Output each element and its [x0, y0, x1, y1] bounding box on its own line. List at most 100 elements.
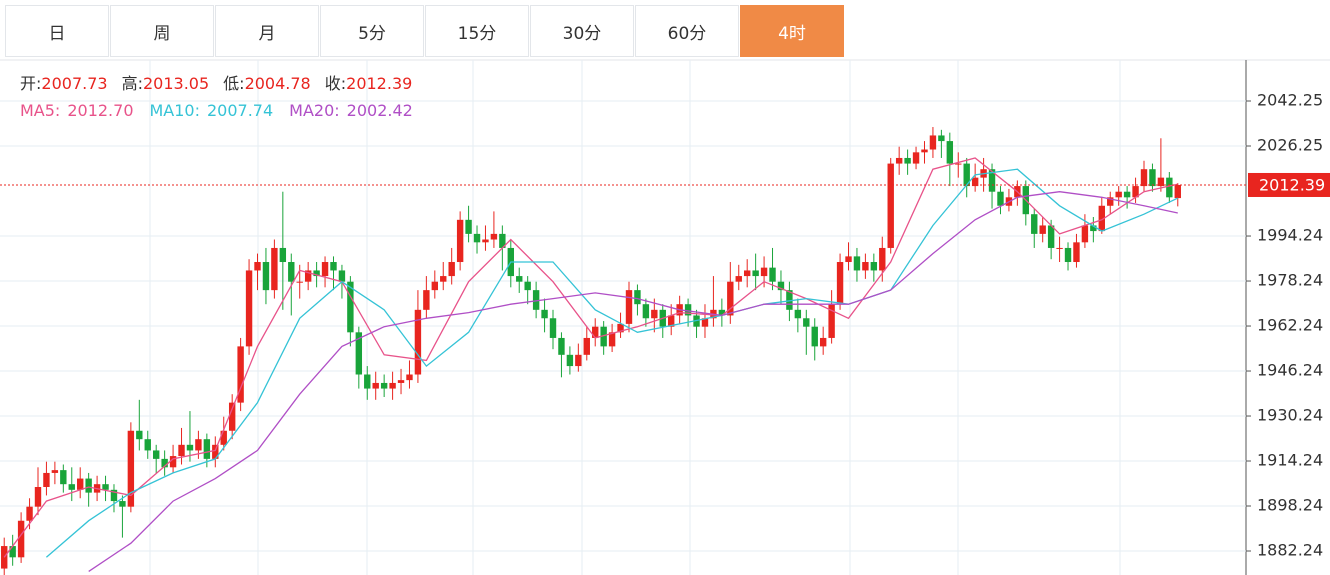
candle-body: [279, 247, 287, 263]
candle-body: [988, 169, 996, 192]
candle-body: [532, 290, 540, 310]
tab[interactable]: 15分: [425, 5, 529, 57]
candle-body: [51, 470, 59, 473]
candle-body: [625, 290, 633, 324]
candle-body: [136, 430, 143, 440]
candle-body: [34, 487, 42, 507]
candle-body: [1157, 177, 1165, 187]
candle-body: [642, 304, 650, 319]
last-price-label: 2012.39: [1259, 175, 1325, 194]
legend-value: 2012.70: [67, 101, 133, 120]
candle-body: [921, 149, 928, 153]
candle-body: [1090, 225, 1097, 232]
candle-body: [938, 135, 945, 142]
ma-line: [3, 157, 1178, 558]
v-grid: [149, 60, 1121, 575]
candle-body: [566, 354, 574, 367]
tab[interactable]: 日: [5, 5, 109, 57]
candle-body: [119, 501, 126, 507]
candle-body: [456, 219, 464, 263]
info-label: 开:: [20, 74, 41, 93]
info-value: 2007.73: [41, 74, 107, 93]
last-price-box: [1248, 172, 1330, 197]
candle-body: [321, 262, 329, 277]
candle-body: [819, 337, 827, 347]
candle-body: [262, 262, 270, 291]
candle-body: [389, 382, 396, 389]
tab[interactable]: 月: [215, 5, 319, 57]
candle-body: [718, 309, 726, 316]
candle-body: [651, 309, 658, 319]
candle-body: [1166, 177, 1173, 198]
candle-body: [752, 270, 759, 277]
info-value: 2004.78: [245, 74, 311, 93]
candle-body: [1064, 247, 1072, 263]
tab-bar: 日周月 5分 15分 30分 60分 4时: [5, 5, 845, 57]
candle-body: [482, 239, 489, 243]
y-tick-label: 1946.24: [1257, 361, 1323, 380]
candle-body: [313, 270, 320, 277]
candle-body: [777, 281, 785, 291]
candle-body: [423, 290, 430, 310]
candle-body: [1115, 191, 1122, 198]
candle-body: [144, 439, 151, 451]
candle-body: [668, 315, 675, 327]
candle-body: [465, 219, 472, 234]
candle-body: [288, 262, 295, 282]
candle-body: [769, 267, 776, 282]
candle-body: [17, 520, 25, 558]
candle-body: [786, 290, 793, 310]
candle-body: [161, 458, 168, 468]
candle-body: [946, 141, 954, 164]
info-value: 2013.05: [143, 74, 209, 93]
candle-body: [271, 247, 278, 291]
candle-body: [1056, 247, 1063, 249]
ma-legend: MA5: 2012.70 MA10: 2007.74 MA20: 2002.42: [20, 101, 413, 120]
candle-body: [1149, 169, 1156, 187]
candle-body: [1107, 197, 1114, 206]
tab[interactable]: 周: [110, 5, 214, 57]
candle-body: [195, 439, 202, 451]
candle-body: [212, 444, 219, 459]
candle-body: [448, 262, 455, 277]
y-tick-label: 2026.25: [1257, 136, 1323, 155]
tab[interactable]: 4时: [740, 5, 844, 57]
candle-body: [836, 262, 844, 305]
y-tick-label: 1994.24: [1257, 226, 1323, 245]
ma-line: [88, 191, 1178, 572]
candle-body: [811, 326, 818, 347]
candle-body: [203, 439, 211, 459]
candle-body: [473, 233, 481, 243]
candle-body: [406, 374, 413, 381]
candle-body: [102, 484, 109, 490]
y-tick-label: 1930.24: [1257, 406, 1323, 425]
candle-body: [541, 309, 548, 319]
candle-body: [414, 309, 422, 375]
candle-body: [862, 262, 869, 271]
tab[interactable]: 60分: [635, 5, 739, 57]
candle-body: [1174, 184, 1181, 199]
candle-body: [1081, 225, 1089, 243]
candle-body: [152, 450, 160, 459]
candle-body: [735, 276, 742, 282]
ma-line: [45, 168, 1179, 558]
candle-body: [355, 332, 363, 375]
candle-body: [178, 444, 185, 457]
candle-body: [1031, 214, 1038, 234]
y-tick-label: 1898.24: [1257, 496, 1323, 515]
candle-body: [347, 281, 354, 333]
candle-body: [1123, 191, 1131, 198]
candle-body: [1039, 225, 1046, 234]
candle-body: [845, 256, 852, 263]
tab[interactable]: 30分: [530, 5, 634, 57]
legend-value: 2007.74: [207, 101, 273, 120]
candle-body: [684, 304, 692, 316]
candle-body: [583, 337, 590, 355]
y-tick-label: 2042.25: [1257, 91, 1323, 110]
candle-body: [608, 332, 616, 347]
candle-body: [499, 233, 506, 248]
y-tick-label: 1882.24: [1257, 541, 1323, 560]
tab[interactable]: 5分: [320, 5, 424, 57]
candle-body: [127, 430, 135, 507]
